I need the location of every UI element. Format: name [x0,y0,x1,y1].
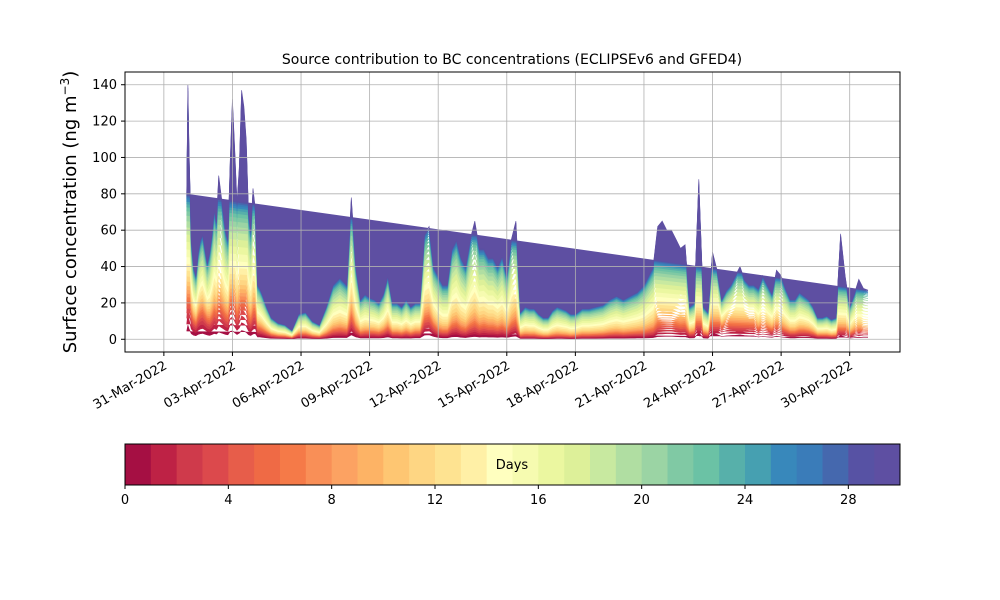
grid-lines [125,72,900,352]
y-tick-label: 20 [100,296,117,311]
colorbar-tick-label: 12 [427,493,444,508]
colorbar-tick-label: 20 [633,493,650,508]
colorbar-swatch [383,444,410,485]
colorbar-swatch [254,444,281,485]
colorbar-swatch [150,444,178,485]
colorbar: 0 4 8 12 16 20 24 28 [121,443,901,508]
colorbar-tick-label: 16 [530,493,547,508]
colorbar-swatch [796,444,823,485]
y-tick-label: 100 [92,151,117,166]
y-axis: 0 20 40 60 80 100 120 140 [92,78,125,348]
colorbar-swatch [719,444,746,485]
colorbar-swatch [486,444,513,485]
colorbar-swatch [693,444,720,485]
chart-title: Source contribution to BC concentrations… [282,52,742,68]
colorbar-swatch [202,444,229,485]
y-tick-label: 80 [100,187,117,202]
colorbar-frame [124,443,901,486]
y-tick-label: 60 [100,224,117,239]
plot-frame [124,71,901,353]
colorbar-swatch [435,444,462,485]
stacked-area-layers [186,84,869,340]
y-tick-label: 140 [92,78,117,93]
colorbar-tick-label: 8 [328,493,336,508]
y-tick-label: 0 [109,333,117,348]
colorbar-swatch [409,444,436,485]
colorbar-swatch [564,444,591,485]
colorbar-swatch [590,444,617,485]
colorbar-tick-label: 24 [737,493,754,508]
colorbar-swatch [641,444,668,485]
colorbar-swatch [228,444,255,485]
y-tick-label: 120 [92,115,117,130]
y-tick-label: 40 [100,260,117,275]
colorbar-swatch [357,444,384,485]
colorbar-swatch [667,444,694,485]
colorbar-swatch [770,444,798,485]
colorbar-swatch [848,444,875,485]
colorbar-tick-label: 28 [840,493,857,508]
colorbar-swatch [745,444,772,485]
y-axis-label-superscript: −3 [58,78,72,96]
area-layer-day-29 [186,84,869,331]
colorbar-swatch [280,444,307,485]
colorbar-tick-label: 0 [121,493,129,508]
colorbar-swatch [305,444,333,485]
colorbar-swatch [874,444,901,485]
y-axis-label-close: ) [60,71,81,78]
colorbar-tick-label: 4 [224,493,232,508]
colorbar-swatch [615,444,643,485]
colorbar-swatch [822,444,849,485]
y-axis-label-main: Surface concentration (ng m [60,95,81,353]
colorbar-label: Days [496,458,529,473]
y-axis-label: Surface concentration (ng m−3) [58,71,81,354]
colorbar-swatch [125,444,152,485]
colorbar-swatch [512,444,539,485]
colorbar-swatch [331,444,358,485]
colorbar-swatch [538,444,565,485]
colorbar-swatch [176,444,203,485]
colorbar-swatch [460,444,488,485]
